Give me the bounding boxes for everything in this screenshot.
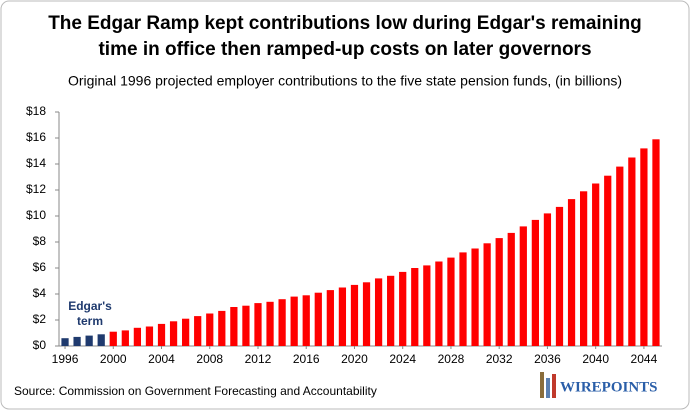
logo: WIREPOINTS [540,372,658,398]
bar [483,243,491,346]
bar [61,338,69,346]
logo-text: WIREPOINTS [560,379,658,395]
bar [242,305,250,346]
logo-bar [546,378,550,398]
chart-subtitle: Original 1996 projected employer contrib… [68,73,622,89]
bar [338,287,347,346]
bar [495,238,503,346]
bar [567,199,576,346]
bar [640,148,648,346]
bar [254,303,262,346]
bar [616,166,624,346]
y-tick-label: $4 [33,286,47,300]
bar [555,206,564,346]
annotation: Edgar's [68,299,112,313]
x-tick-label: 2020 [341,352,368,366]
y-tick-label: $12 [26,182,46,196]
x-tick-label: 2024 [389,352,416,366]
bar [387,275,395,346]
bar [543,213,552,346]
bar [97,334,105,346]
y-tick-label: $8 [33,234,47,248]
bar [121,330,129,346]
bar [435,261,443,346]
bar [519,226,527,346]
bar [290,296,298,346]
x-tick-label: 2040 [582,352,609,366]
bar [169,321,178,346]
y-tick-label: $2 [33,312,47,326]
bar [218,310,226,346]
bar [326,290,334,346]
bar [604,175,612,346]
x-tick-label: 2000 [100,352,127,366]
bar [157,323,166,346]
bar [507,232,515,346]
logo-bar [540,372,544,398]
x-tick-label: 2004 [148,352,175,366]
bar [302,295,310,346]
bar [109,331,117,346]
bar [314,292,322,346]
bar [592,183,600,346]
bar [652,139,660,346]
bar [362,282,371,346]
y-tick-label: $16 [26,130,46,144]
x-tick-label: 2028 [438,352,465,366]
y-tick-label: $10 [26,208,46,222]
bar [459,252,467,346]
y-tick-label: $6 [33,260,47,274]
logo-bar [552,374,556,398]
x-tick-label: 2016 [293,352,320,366]
bar [133,327,142,346]
bar [73,336,81,346]
bar [447,257,455,346]
x-tick-label: 2032 [486,352,513,366]
bar [85,335,93,346]
y-tick-label: $14 [26,156,46,170]
bar [278,299,286,346]
bar [266,301,274,346]
bar [230,307,238,346]
bar [423,265,431,346]
chart-title: time in office then ramped-up costs on l… [98,39,591,60]
y-tick-label: $18 [26,104,46,118]
bar [145,326,154,346]
bar [374,278,383,346]
x-tick-label: 1996 [52,352,79,366]
bar [182,318,190,346]
x-tick-label: 2012 [245,352,272,366]
bar [194,316,202,346]
x-tick-label: 2044 [631,352,658,366]
x-tick-label: 2008 [196,352,223,366]
bar [350,284,359,346]
bar [411,268,419,346]
bar [531,219,539,346]
bar [471,248,479,346]
x-tick-label: 2036 [534,352,561,366]
bar [206,313,214,346]
bar [628,157,636,346]
source: Source: Commission on Government Forecas… [14,384,377,398]
bar [399,271,407,346]
bar [579,191,588,346]
chart-title: The Edgar Ramp kept contributions low du… [48,13,642,34]
annotation: term [77,314,103,328]
y-tick-label: $0 [33,338,47,352]
